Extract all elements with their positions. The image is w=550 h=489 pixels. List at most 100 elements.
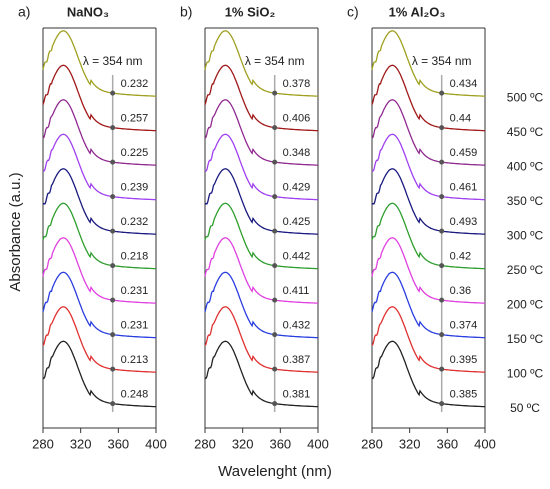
point-354 (110, 194, 116, 200)
x-tick-label: 320 (232, 436, 254, 451)
point-354 (110, 159, 116, 165)
point-354 (439, 401, 445, 407)
spectrum (204, 340, 319, 408)
value-label: 0.239 (121, 182, 149, 194)
point-354 (272, 228, 278, 234)
panel-title: NaNO₃ (67, 4, 109, 19)
spectrum (204, 202, 319, 270)
value-label: 0.461 (450, 182, 478, 194)
spectrum (204, 64, 319, 132)
value-label: 0.381 (283, 389, 311, 401)
temperature-label: 150 ºC (507, 332, 544, 346)
point-354 (272, 263, 278, 269)
x-tick-label: 400 (307, 436, 329, 451)
point-354 (110, 228, 116, 234)
spectrum (42, 30, 157, 97)
value-label: 0.395 (450, 354, 478, 366)
spectrum (204, 133, 319, 201)
value-label: 0.348 (283, 147, 311, 159)
spectrum (204, 237, 319, 304)
value-label: 0.232 (121, 216, 149, 228)
x-tick-label: 280 (194, 436, 216, 451)
point-354 (272, 90, 278, 96)
x-tick-label: 280 (32, 436, 54, 451)
spectrum (42, 64, 157, 132)
value-label: 0.218 (121, 251, 149, 263)
point-354 (439, 90, 445, 96)
value-label: 0.442 (283, 251, 311, 263)
panel-label: c) (347, 4, 359, 20)
point-354 (110, 263, 116, 269)
value-label: 0.493 (450, 216, 478, 228)
temperature-label: 250 ºC (507, 263, 544, 277)
point-354 (110, 401, 116, 407)
point-354 (110, 90, 116, 96)
x-tick-label: 360 (436, 436, 458, 451)
spectrum (42, 340, 157, 408)
spectrum (42, 99, 157, 166)
value-label: 0.385 (450, 389, 478, 401)
temperature-label: 200 ºC (507, 297, 544, 311)
spectrum (42, 271, 157, 339)
spectrum (371, 237, 486, 304)
value-label: 0.434 (450, 78, 478, 90)
point-354 (272, 401, 278, 407)
spectrum (204, 306, 319, 373)
point-354 (439, 194, 445, 200)
value-label: 0.257 (121, 113, 149, 125)
temperature-label: 350 ºC (507, 194, 544, 208)
value-label: 0.225 (121, 147, 149, 159)
y-axis-label: Absorbance (a.u.) (7, 172, 24, 291)
value-label: 0.387 (283, 354, 311, 366)
point-354 (272, 194, 278, 200)
point-354 (439, 125, 445, 131)
point-354 (272, 297, 278, 303)
temperature-label: 400 ºC (507, 159, 544, 173)
spectrum (371, 99, 486, 166)
spectrum (42, 133, 157, 201)
value-label: 0.378 (283, 78, 311, 90)
spectrum (371, 64, 486, 132)
value-label: 0.406 (283, 113, 311, 125)
value-label: 0.374 (450, 320, 478, 332)
value-label: 0.432 (283, 320, 311, 332)
value-label: 0.411 (283, 285, 310, 297)
value-label: 0.42 (450, 251, 471, 263)
annotation: λ = 354 nm (245, 54, 305, 68)
value-label: 0.425 (283, 216, 311, 228)
spectrum (371, 30, 486, 97)
spectrum (42, 237, 157, 304)
spectrum (204, 30, 319, 97)
value-label: 0.232 (121, 78, 149, 90)
point-354 (439, 159, 445, 165)
point-354 (439, 366, 445, 372)
temperature-label: 100 ºC (507, 366, 544, 380)
spectrum (371, 306, 486, 373)
point-354 (439, 228, 445, 234)
value-label: 0.231 (121, 320, 149, 332)
panel-label: a) (18, 4, 30, 20)
temperature-label: 50 ºC (510, 401, 540, 415)
x-tick-label: 400 (145, 436, 167, 451)
point-354 (272, 332, 278, 338)
point-354 (110, 297, 116, 303)
annotation: λ = 354 nm (83, 54, 143, 68)
temperature-label: 450 ºC (507, 125, 544, 139)
temperature-label: 300 ºC (507, 228, 544, 242)
point-354 (110, 366, 116, 372)
x-tick-label: 360 (107, 436, 129, 451)
panel-title: 1% Al₂O₃ (389, 4, 446, 19)
spectrum (42, 168, 157, 235)
value-label: 0.213 (121, 354, 149, 366)
value-label: 0.44 (450, 113, 471, 125)
x-axis-label: Wavelenght (nm) (218, 463, 332, 480)
value-label: 0.429 (283, 182, 311, 194)
point-354 (439, 263, 445, 269)
point-354 (272, 366, 278, 372)
temperature-label: 500 ºC (507, 90, 544, 104)
spectrum (371, 271, 486, 339)
x-tick-label: 360 (269, 436, 291, 451)
annotation: λ = 354 nm (412, 54, 472, 68)
value-label: 0.248 (121, 389, 149, 401)
